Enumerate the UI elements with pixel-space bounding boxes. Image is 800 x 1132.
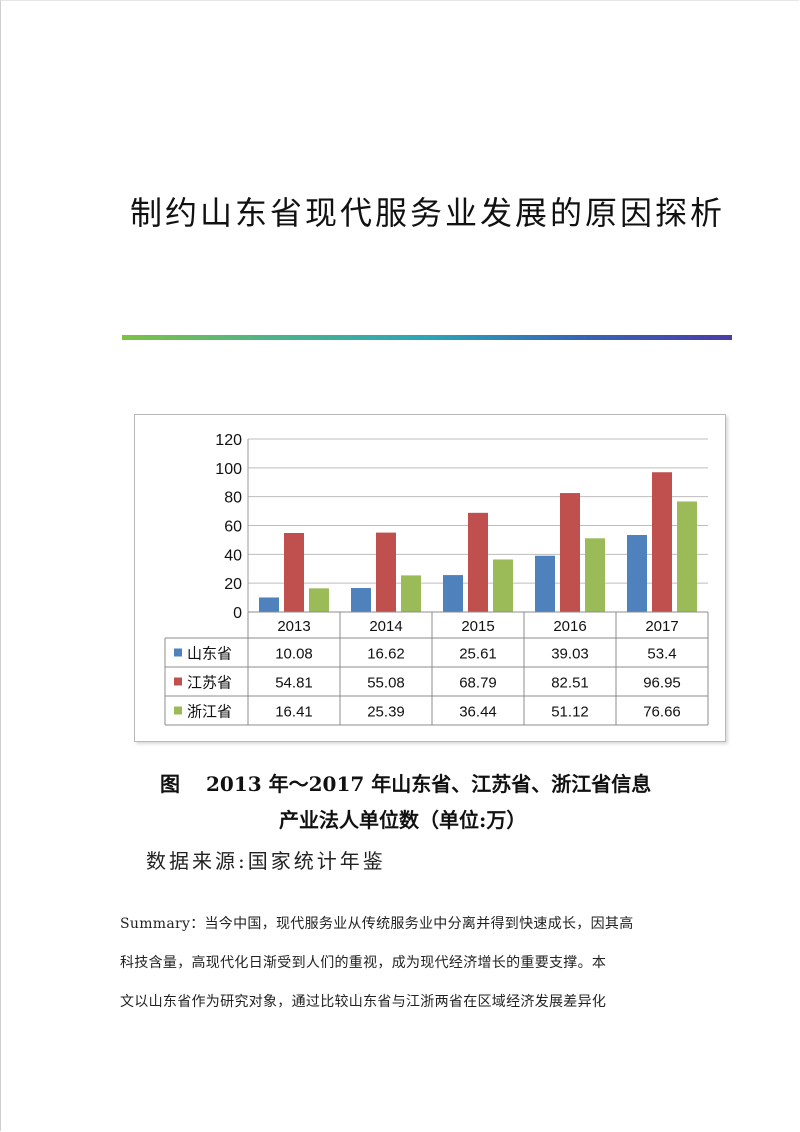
bar xyxy=(652,472,672,612)
y-tick-label: 120 xyxy=(215,432,242,449)
y-tick-label: 40 xyxy=(224,547,242,564)
summary-paragraph: Summary：当今中国，现代服务业从传统服务业中分离并得到快速成长，因其高 科… xyxy=(120,905,700,1022)
y-tick-label: 20 xyxy=(224,576,242,593)
data-table-value: 51.12 xyxy=(551,704,589,721)
legend-series-label: 山东省 xyxy=(187,646,232,663)
bar xyxy=(677,501,697,612)
bar xyxy=(376,532,396,612)
data-table-value: 54.81 xyxy=(275,675,313,692)
legend-series-label: 江苏省 xyxy=(187,675,232,692)
legend-marker xyxy=(174,706,182,715)
bar xyxy=(627,535,647,612)
bar xyxy=(443,575,463,612)
x-category-label: 2016 xyxy=(553,618,586,635)
figure-caption-text-1: 2013 年～2017 年山东省、江苏省、浙江省信息 xyxy=(206,772,652,796)
bar xyxy=(585,538,605,612)
data-table-value: 25.39 xyxy=(367,704,405,721)
bar xyxy=(259,597,279,612)
y-tick-label: 80 xyxy=(224,490,242,507)
bar xyxy=(351,588,371,612)
figure-caption-line-2: 产业法人单位数（单位:万） xyxy=(279,808,527,832)
data-table-value: 96.95 xyxy=(643,675,681,692)
data-table-value: 82.51 xyxy=(551,675,589,692)
legend-marker xyxy=(174,648,182,657)
y-tick-label: 0 xyxy=(233,605,242,622)
data-table-value: 16.41 xyxy=(275,704,313,721)
y-tick-label: 100 xyxy=(215,461,242,478)
data-table-value: 25.61 xyxy=(459,646,497,663)
figure-caption-line-1: 图 2013 年～2017 年山东省、江苏省、浙江省信息 xyxy=(160,768,651,797)
summary-line: 科技含量，高现代化日渐受到人们的重视，成为现代经济增长的重要支撑。本 xyxy=(120,955,607,971)
bar xyxy=(309,588,329,612)
data-table-value: 36.44 xyxy=(459,704,497,721)
y-tick-label: 60 xyxy=(224,519,242,536)
x-category-label: 2015 xyxy=(461,618,494,635)
legend-marker xyxy=(174,677,182,686)
document-title: 制约山东省现代服务业发展的原因探析 xyxy=(130,194,726,232)
summary-line: 文以山东省作为研究对象，通过比较山东省与江浙两省在区域经济发展差异化 xyxy=(120,994,607,1010)
data-table-value: 10.08 xyxy=(275,646,313,663)
x-category-label: 2013 xyxy=(277,618,310,635)
bar xyxy=(535,555,555,612)
bar xyxy=(468,512,488,612)
data-table-value: 68.79 xyxy=(459,675,497,692)
data-source: 数据来源:国家统计年鉴 xyxy=(146,849,386,873)
x-category-label: 2014 xyxy=(369,618,402,635)
x-category-label: 2017 xyxy=(645,618,678,635)
bar xyxy=(284,532,304,612)
bar xyxy=(493,559,513,612)
data-table-value: 76.66 xyxy=(643,704,681,721)
data-table-value: 39.03 xyxy=(551,646,589,663)
bar-chart-with-data-table: 0 20 40 60 80 100 120 2013 2014 2015 2016 2017 山东省 10… xyxy=(164,432,709,726)
data-table-value: 16.62 xyxy=(367,646,405,663)
data-table-value: 53.4 xyxy=(647,646,676,663)
summary-line: Summary：当今中国，现代服务业从传统服务业中分离并得到快速成长，因其高 xyxy=(120,916,634,932)
figure-label: 图 xyxy=(160,772,180,796)
bar xyxy=(560,493,580,612)
title-gradient-rule xyxy=(122,335,732,340)
legend-series-label: 浙江省 xyxy=(187,704,232,721)
chart-frame: 0 20 40 60 80 100 120 2013 2014 2015 2016 2017 山东省 10… xyxy=(134,414,726,742)
bar xyxy=(401,575,421,612)
data-table-value: 55.08 xyxy=(367,675,405,692)
